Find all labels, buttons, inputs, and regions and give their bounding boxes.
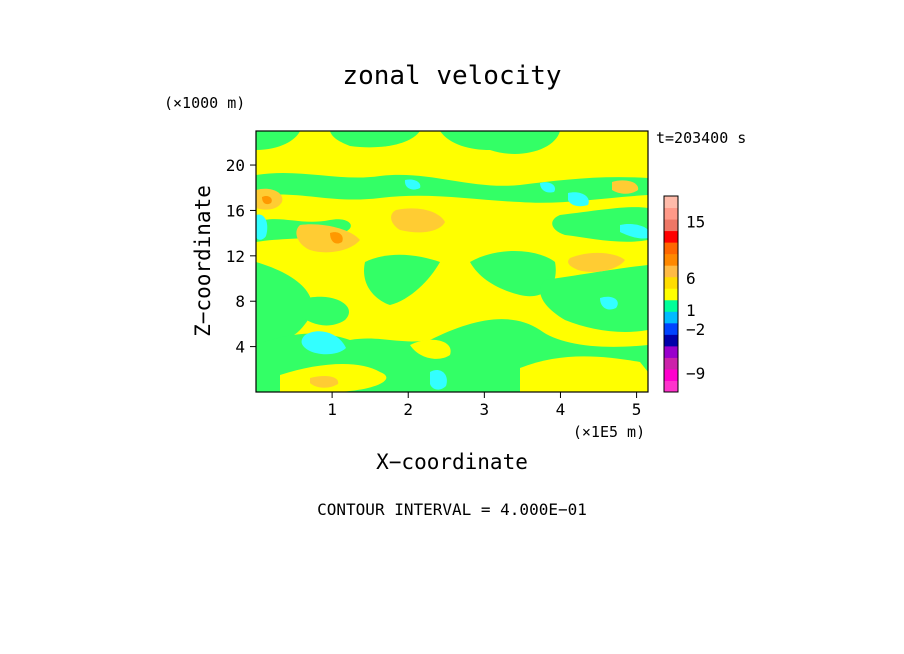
x-tick-label: 3 [480, 400, 490, 419]
colorbar-swatch [664, 368, 678, 381]
colorbar-swatch [664, 219, 678, 232]
colorbar-swatch [664, 207, 678, 220]
colorbar-swatch [664, 334, 678, 347]
colorbar-tick-label: −2 [686, 320, 705, 339]
contour-region-cyan [600, 296, 618, 310]
contour-region-bright-green [364, 254, 440, 305]
colorbar-swatch [664, 276, 678, 289]
x-tick-label: 5 [632, 400, 642, 419]
contour-region-cyan [301, 331, 346, 355]
contour-region-cyan [430, 369, 447, 390]
x-tick-label: 4 [556, 400, 566, 419]
contour-region-cyan [568, 192, 589, 207]
contour-region-orange-light [568, 252, 625, 272]
x-axis: 1 2 3 4 5 [327, 392, 641, 419]
colorbar-swatch [664, 322, 678, 335]
contour-region-orange-light [612, 180, 639, 194]
colorbar-frame [663, 195, 679, 393]
chart-title: zonal velocity [342, 61, 561, 91]
y-tick-label: 12 [226, 247, 245, 266]
x-unit-label: (×1E5 m) [573, 423, 645, 441]
colorbar-tick-label: −9 [686, 364, 705, 383]
y-axis: 4 8 12 16 20 [226, 156, 256, 357]
contour-interval-note: CONTOUR INTERVAL = 4.000E−01 [317, 500, 587, 519]
x-axis-title: X−coordinate [376, 450, 528, 474]
colorbar-swatch [664, 345, 678, 358]
contour-region-bright-green [540, 265, 648, 332]
y-tick-label: 8 [235, 292, 245, 311]
y-unit-label: (×1000 m) [164, 94, 245, 112]
colorbar-swatch [664, 265, 678, 278]
colorbar-swatch [664, 242, 678, 255]
contour-region-bright-green [440, 131, 560, 154]
y-tick-label: 20 [226, 156, 245, 175]
x-tick-label: 1 [327, 400, 337, 419]
contour-region-bright-green [470, 251, 556, 297]
colorbar-swatch [664, 196, 678, 209]
contour-region-bright-green [256, 172, 648, 203]
colorbar-swatch [664, 253, 678, 266]
contour-region-cyan [256, 214, 268, 240]
colorbar-tick-label: 15 [686, 212, 705, 231]
contour-region-orange [330, 232, 343, 244]
contour-region-cyan [404, 179, 421, 190]
x-tick-label: 2 [403, 400, 413, 419]
colorbar-swatch [664, 380, 678, 393]
colorbar-swatch [664, 311, 678, 324]
contour-region-cyan [540, 182, 556, 193]
colorbar: 15 6 1−2 −9 [663, 195, 705, 393]
colorbar-swatch [664, 230, 678, 243]
y-tick-label: 16 [226, 201, 245, 220]
contour-region-bright-green [256, 262, 313, 345]
contour-region-orange-light [391, 208, 445, 233]
contour-region-bright-green [330, 131, 420, 148]
contour-field [256, 131, 648, 392]
contour-region-bright-green [300, 296, 349, 326]
colorbar-swatch [664, 299, 678, 312]
colorbar-tick-label: 6 [686, 269, 696, 288]
contour-region-cyan [620, 223, 648, 239]
contour-region-bright-green [256, 131, 300, 150]
contour-region-orange-light [310, 376, 339, 388]
contour-region-yellow [410, 339, 451, 359]
contour-region-orange [262, 195, 272, 205]
time-label: t=203400 s [656, 129, 746, 147]
colorbar-tick-label: 1 [686, 301, 696, 320]
colorbar-swatch [664, 357, 678, 370]
y-axis-title: Z−coordinate [191, 185, 215, 337]
plot-frame [255, 130, 649, 393]
colorbar-swatch [664, 288, 678, 301]
contour-region-orange-light [296, 224, 360, 253]
contour-region-yellow [520, 356, 648, 392]
y-tick-label: 4 [235, 338, 245, 357]
